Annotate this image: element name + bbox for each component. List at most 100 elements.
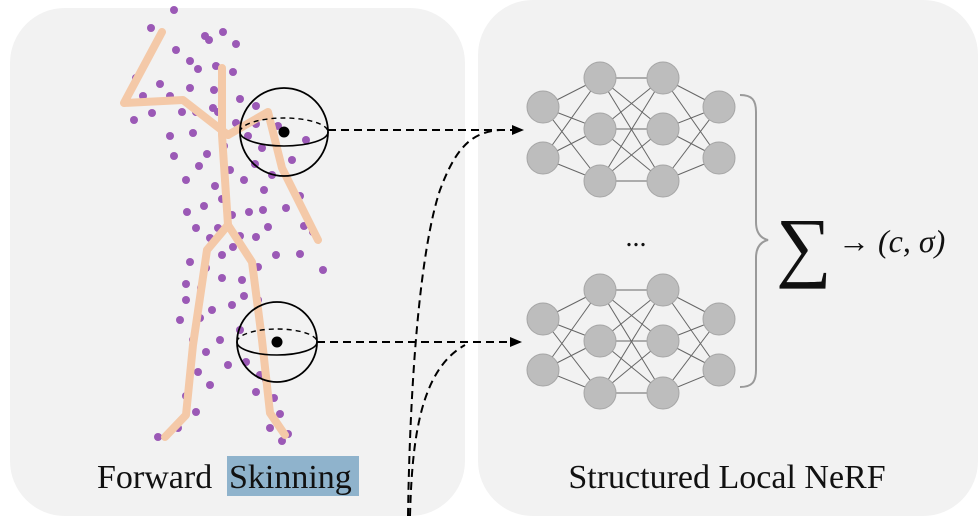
point-47 xyxy=(186,258,194,266)
net-bottom-neuron-l1-n0 xyxy=(583,273,617,307)
net-top-neuron-l2-n1 xyxy=(646,112,680,146)
point-15 xyxy=(178,108,186,116)
net-bottom-edge xyxy=(599,289,664,394)
point-50 xyxy=(218,274,226,282)
sum-symbol: ∑ xyxy=(776,202,832,289)
point-48 xyxy=(182,280,190,288)
point-40 xyxy=(245,208,253,216)
point-64 xyxy=(194,368,202,376)
net-top-neuron-l1-n0 xyxy=(583,61,617,95)
net-top-edge xyxy=(599,77,664,182)
joint-sphere-upper xyxy=(239,87,329,177)
left-caption: Forward Skinning xyxy=(97,459,352,496)
skeleton-torso xyxy=(218,64,232,229)
point-43 xyxy=(252,233,260,241)
net-bottom-neuron-l0-n1 xyxy=(526,353,560,387)
output-formula: → (c, σ) xyxy=(838,223,945,259)
point-41 xyxy=(259,206,267,214)
left-caption-highlight: Skinning xyxy=(229,459,352,496)
net-bottom-neuron-l0-n0 xyxy=(526,302,560,336)
point-61 xyxy=(202,348,210,356)
point-36 xyxy=(183,208,191,216)
point-23 xyxy=(244,132,252,140)
left-panel xyxy=(10,8,465,516)
point-13 xyxy=(130,116,138,124)
point-10 xyxy=(172,46,180,54)
point-30 xyxy=(203,150,211,158)
net-bottom-neuron-l2-n2 xyxy=(646,376,680,410)
net-bottom-neuron-l3-n1 xyxy=(702,353,736,387)
point-70 xyxy=(252,388,260,396)
point-86 xyxy=(302,136,310,144)
caption-highlight-box xyxy=(227,456,359,496)
point-24 xyxy=(258,144,266,152)
dashed-curve-upper xyxy=(407,129,501,517)
net-top-neuron-l1-n1 xyxy=(583,112,617,146)
point-20 xyxy=(236,95,244,103)
point-99 xyxy=(272,251,280,259)
point-93 xyxy=(156,80,164,88)
point-39 xyxy=(229,243,237,251)
net-top-neuron-l1-n2 xyxy=(583,164,617,198)
point-62 xyxy=(216,336,224,344)
network-ellipsis: ... xyxy=(626,222,647,253)
point-14 xyxy=(148,109,156,117)
point-7 xyxy=(194,65,202,73)
dashed-curve-lower xyxy=(409,344,466,517)
neural-network-top xyxy=(526,61,736,198)
net-top-neuron-l3-n1 xyxy=(702,141,736,175)
point-94 xyxy=(186,84,194,92)
point-42 xyxy=(264,223,272,231)
point-69 xyxy=(154,433,162,441)
point-96 xyxy=(170,152,178,160)
point-27 xyxy=(260,186,268,194)
point-18 xyxy=(189,129,197,137)
left-caption-prefix: Forward xyxy=(97,459,212,496)
point-45 xyxy=(218,251,226,259)
point-31 xyxy=(195,162,203,170)
point-58 xyxy=(182,296,190,304)
point-54 xyxy=(240,292,248,300)
point-28 xyxy=(240,176,248,184)
point-79 xyxy=(224,361,232,369)
point-73 xyxy=(276,410,284,418)
skeleton-right-leg xyxy=(224,221,289,439)
right-brace xyxy=(739,94,769,388)
skeleton-left-leg xyxy=(161,221,232,441)
net-top-neuron-l2-n2 xyxy=(646,164,680,198)
net-bottom-neuron-l2-n0 xyxy=(646,273,680,307)
point-6 xyxy=(186,57,194,65)
point-87 xyxy=(288,156,296,164)
point-4 xyxy=(232,40,240,48)
point-0 xyxy=(147,24,155,32)
point-67 xyxy=(192,408,200,416)
point-59 xyxy=(176,316,184,324)
skeleton-left-arm xyxy=(120,28,232,139)
net-top-neuron-l3-n0 xyxy=(702,90,736,124)
neural-network-bottom xyxy=(526,273,736,410)
point-21 xyxy=(252,102,260,110)
point-56 xyxy=(208,306,216,314)
point-95 xyxy=(210,86,218,94)
point-35 xyxy=(200,202,208,210)
point-17 xyxy=(166,132,174,140)
point-74 xyxy=(266,424,274,432)
point-84 xyxy=(296,250,304,258)
point-37 xyxy=(192,224,200,232)
net-top-neuron-l2-n0 xyxy=(646,61,680,95)
point-33 xyxy=(211,182,219,190)
point-1 xyxy=(170,6,178,14)
point-32 xyxy=(182,176,190,184)
point-76 xyxy=(278,437,286,445)
point-5 xyxy=(205,36,213,44)
net-top-neuron-l0-n0 xyxy=(526,90,560,124)
net-top-neuron-l0-n1 xyxy=(526,141,560,175)
point-65 xyxy=(206,381,214,389)
point-85 xyxy=(319,266,327,274)
point-9 xyxy=(229,68,237,76)
net-bottom-neuron-l1-n2 xyxy=(583,376,617,410)
point-3 xyxy=(219,28,227,36)
net-bottom-neuron-l1-n1 xyxy=(583,324,617,358)
right-caption: Structured Local NeRF xyxy=(568,459,885,496)
